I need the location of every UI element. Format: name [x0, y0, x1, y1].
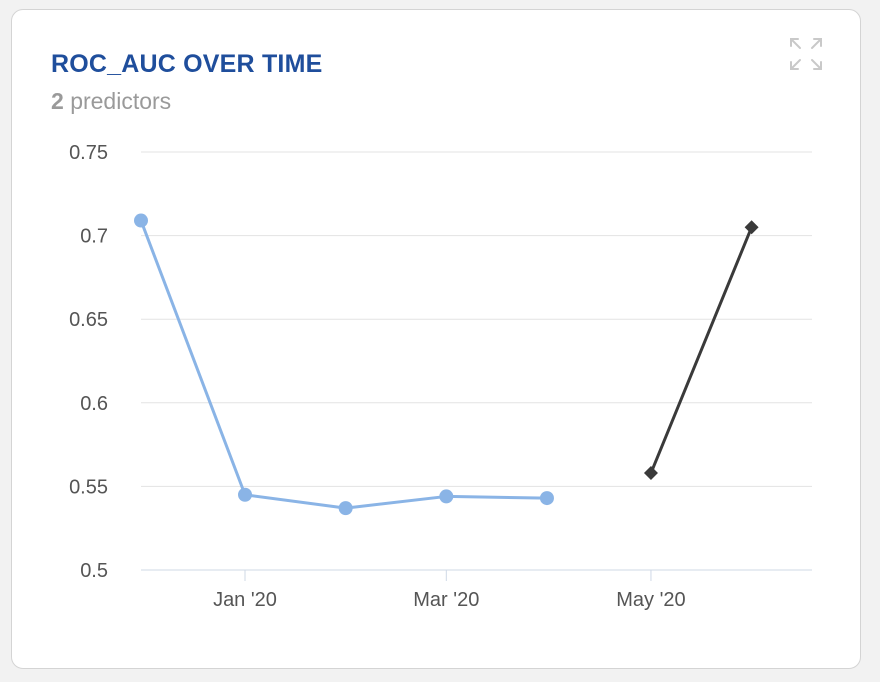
- chart-subtitle: 2 predictors: [51, 88, 171, 115]
- data-point-circle: [238, 487, 253, 502]
- predictor-count: 2: [51, 88, 64, 114]
- chart-card: [11, 9, 861, 669]
- y-tick-label: 0.55: [69, 476, 108, 498]
- series: [134, 213, 759, 516]
- y-tick-label: 0.7: [80, 226, 108, 248]
- data-point-diamond: [744, 220, 759, 235]
- x-tick-label: Jan '20: [213, 589, 277, 611]
- x-tick-label: Mar '20: [413, 589, 479, 611]
- axes: 0.5 0.55 0.6 0.65 0.7 0.75 Jan '20 Mar '20 May '…: [69, 142, 686, 611]
- data-point-diamond: [643, 466, 658, 481]
- data-point-circle: [539, 491, 554, 506]
- data-point-circle: [338, 501, 353, 516]
- chart-title: ROC_AUC OVER TIME: [51, 50, 323, 78]
- series-line-1: [139, 219, 549, 510]
- y-tick-label: 0.65: [69, 309, 108, 331]
- data-point-circle: [134, 213, 148, 228]
- expand-icon-glyph: [790, 38, 822, 70]
- y-tick-label: 0.6: [80, 393, 108, 415]
- grid-lines: [141, 151, 812, 571]
- expand-icon[interactable]: [788, 36, 824, 72]
- y-tick-label: 0.5: [80, 560, 108, 582]
- x-tick-label: May '20: [616, 589, 685, 611]
- predictor-label: predictors: [70, 88, 172, 114]
- series-line-2: [649, 225, 754, 475]
- data-point-circle: [439, 489, 454, 504]
- y-tick-label: 0.75: [69, 142, 108, 164]
